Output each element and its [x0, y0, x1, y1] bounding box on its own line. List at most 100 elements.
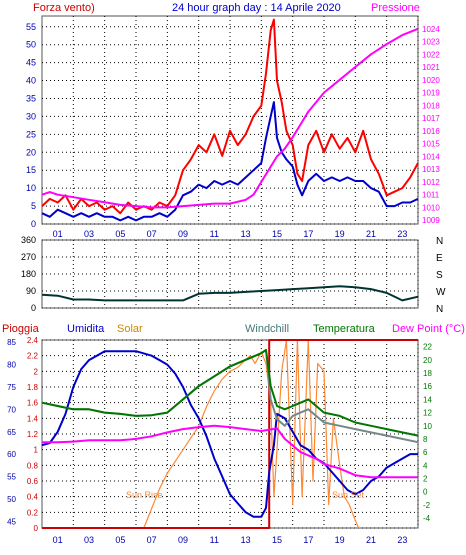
pressure-axis-tick: 1015: [422, 140, 440, 149]
wind-axis-tick: 20: [26, 147, 36, 157]
wind-axis-tick: 5: [31, 201, 36, 211]
humidity-header: Umidita: [67, 323, 105, 335]
direction-axis-tick: 360: [21, 235, 36, 245]
humidity-axis-tick: 70: [7, 405, 16, 414]
temperature-axis-tick: 20: [423, 356, 432, 365]
temperature-axis-tick: 14: [423, 395, 432, 404]
panel1-x-tick: 15: [272, 229, 282, 239]
dewpoint-line: [42, 424, 418, 479]
pressure-axis-tick: 1012: [422, 178, 440, 187]
grid-layer: [42, 16, 419, 529]
temperature-axis-tick: 22: [423, 343, 432, 352]
panel1-x-tick: 11: [210, 229, 219, 239]
pressure-header: Pressione: [371, 2, 420, 14]
pressure-axis-tick: 1017: [422, 114, 440, 123]
panel3-x-tick: 09: [178, 535, 188, 545]
panel1-x-tick: 21: [366, 229, 376, 239]
panel3-x-tick: 05: [115, 535, 125, 545]
wind-header: Forza vento): [33, 2, 95, 14]
humidity-axis-tick: 85: [7, 338, 16, 347]
wind-direction-line: [41, 285, 419, 302]
solar-line: [143, 339, 360, 529]
panel3-x-tick: 01: [53, 535, 63, 545]
wind-axis-tick: 25: [26, 129, 36, 139]
sunrise-label: Sun Rise: [126, 490, 163, 500]
panel1-x-tick: 01: [53, 229, 63, 239]
temperature-header: Temperatura: [313, 323, 376, 335]
rain-axis-tick: 1.4: [27, 414, 39, 423]
humidity-axis-tick: 65: [7, 428, 16, 437]
wind-gust-line: [41, 18, 419, 215]
wind-axis-tick: 10: [26, 183, 36, 193]
wind-axis-tick: 15: [26, 165, 36, 175]
panel3-x-tick: 15: [272, 535, 282, 545]
chart-title: 24 hour graph day : 14 Aprile 2020: [172, 2, 341, 14]
rain-axis-tick: 0.2: [27, 508, 39, 517]
direction-compass-label: W: [436, 287, 446, 298]
panel1-x-tick: 09: [178, 229, 188, 239]
humidity-axis-tick: 60: [7, 450, 16, 459]
wind-axis-tick: 35: [26, 93, 36, 103]
rain-axis-tick: 1.6: [27, 399, 39, 408]
panel3-x-tick: 13: [241, 535, 251, 545]
windchill-header: Windchill: [245, 323, 289, 335]
panel1-x-tick: 13: [241, 229, 251, 239]
wind-axis-tick: 30: [26, 111, 36, 121]
temperature-axis-tick: 8: [423, 435, 428, 444]
temperature-axis-tick: -2: [423, 501, 431, 510]
pressure-axis-tick: 1021: [422, 63, 440, 72]
panel1-x-tick: 07: [147, 229, 157, 239]
rain-axis-tick: 0.6: [27, 477, 39, 486]
direction-compass-label: N: [436, 304, 443, 315]
pressure-axis-tick: 1014: [422, 152, 440, 161]
wind-axis-tick: 55: [26, 22, 36, 32]
temperature-axis-tick: 12: [423, 409, 432, 418]
rain-axis-tick: 2.2: [27, 352, 39, 361]
temperature-axis-tick: 16: [423, 382, 432, 391]
direction-axis-tick: 180: [21, 269, 36, 279]
direction-axis-tick: 0: [31, 303, 36, 313]
panel3-x-tick: 17: [303, 535, 313, 545]
direction-compass-label: S: [436, 270, 443, 281]
pressure-axis-tick: 1019: [422, 89, 440, 98]
wind-axis-tick: 50: [26, 40, 36, 50]
panel3-x-tick: 21: [366, 535, 376, 545]
panel1-x-tick: 03: [84, 229, 94, 239]
temperature-axis-tick: 4: [423, 461, 428, 470]
humidity-axis-tick: 80: [7, 361, 16, 370]
pressure-axis-tick: 1023: [422, 38, 440, 47]
direction-compass-label: N: [436, 236, 443, 247]
temperature-axis-tick: 18: [423, 369, 432, 378]
panel3-x-tick: 11: [210, 535, 219, 545]
direction-axis-tick: 270: [21, 252, 36, 262]
rain-axis-tick: 1.2: [27, 430, 39, 439]
pressure-line: [41, 27, 419, 209]
humidity-axis-tick: 75: [7, 383, 16, 392]
panel1-x-tick: 17: [303, 229, 313, 239]
pressure-axis-tick: 1016: [422, 127, 440, 136]
axes-layer: 0510152025303540455055100910101011101210…: [7, 22, 446, 545]
rain-axis-tick: 0.8: [27, 461, 39, 470]
series-layer: [41, 18, 419, 529]
temperature-axis-tick: 10: [423, 422, 432, 431]
rain-axis-tick: 0.4: [27, 493, 39, 502]
panel3-x-tick: 07: [147, 535, 157, 545]
solar-header: Solar: [117, 323, 143, 335]
pressure-axis-tick: 1011: [422, 191, 440, 200]
pressure-axis-tick: 1010: [422, 203, 440, 212]
temperature-axis-tick: 0: [423, 488, 428, 497]
wind-average-line: [41, 101, 419, 222]
panel1-x-tick: 05: [115, 229, 125, 239]
temperature-axis-tick: 2: [423, 475, 428, 484]
sunset-label: Sun Set: [332, 490, 365, 500]
panel1-x-tick: 19: [335, 229, 345, 239]
rain-axis-tick: 1.8: [27, 383, 39, 392]
panel3-x-tick: 19: [335, 535, 345, 545]
pressure-axis-tick: 1024: [422, 25, 440, 34]
dewpoint-header: Dew Point (°C): [392, 323, 465, 335]
rain-axis-tick: 0: [34, 524, 39, 533]
direction-compass-label: E: [436, 253, 443, 264]
panel3-x-tick: 03: [84, 535, 94, 545]
temperature-axis-tick: 6: [423, 448, 428, 457]
panel1-x-tick: 23: [397, 229, 407, 239]
